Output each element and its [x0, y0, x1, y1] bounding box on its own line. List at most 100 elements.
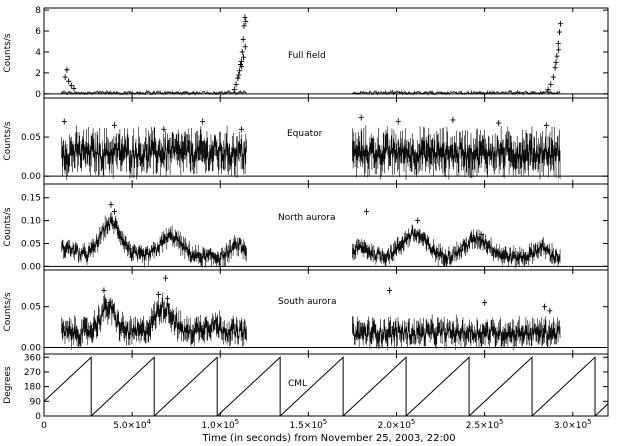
- y-tick-label: 270: [24, 368, 41, 378]
- y-tick-label: 0.00: [21, 262, 41, 272]
- data-point: [61, 118, 67, 125]
- data-point: [64, 66, 70, 73]
- data-point: [241, 22, 247, 29]
- panel-label: Full field: [288, 51, 326, 61]
- data-point: [478, 231, 484, 238]
- data-point: [238, 61, 244, 68]
- data-point: [233, 81, 239, 88]
- y-tick-label: 360: [24, 353, 41, 363]
- data-point: [548, 81, 554, 88]
- data-point: [66, 78, 72, 85]
- data-point: [239, 48, 245, 55]
- x-axis: 0 5.0×104 1.0×105 1.5×105 2.0×105 2.5×105 3.0×…: [41, 418, 592, 431]
- data-trace: [352, 125, 561, 181]
- x-tick-label: 3.0×105: [554, 418, 592, 431]
- data-point: [554, 53, 560, 60]
- data-point: [156, 291, 162, 298]
- data-trace: [61, 211, 247, 268]
- series-north-aurora: [44, 201, 608, 269]
- y-axis-title: Counts/s: [3, 292, 13, 331]
- data-point: [236, 71, 242, 78]
- panel-frame: [43, 353, 609, 417]
- panel-frame: [43, 7, 609, 99]
- y-axis-title: Counts/s: [3, 33, 13, 72]
- y-tick-label: 0: [35, 90, 41, 100]
- y-axis-title: Counts/s: [3, 207, 13, 246]
- data-point: [242, 14, 248, 21]
- y-tick-label: 0.05: [21, 133, 41, 143]
- data-trace: [352, 314, 561, 351]
- y-tick-label: 0.00: [21, 343, 41, 353]
- data-point: [415, 217, 421, 224]
- x-tick-label: 1.5×105: [289, 418, 327, 431]
- data-point: [62, 74, 68, 81]
- data-point: [482, 299, 488, 306]
- data-trace: [61, 125, 247, 180]
- data-point: [556, 46, 562, 53]
- data-point: [235, 75, 241, 82]
- data-point: [101, 287, 107, 294]
- data-point: [231, 86, 237, 93]
- x-tick-label: 5.0×104: [113, 418, 151, 431]
- x-tick-label: 1.0×105: [201, 418, 239, 431]
- panel-label: CML: [288, 379, 307, 389]
- data-point: [112, 122, 117, 129]
- y-tick-label: 90: [30, 397, 42, 407]
- data-point: [450, 116, 456, 123]
- y-tick-label: 0.15: [21, 194, 41, 204]
- panel-label: North aurora: [278, 213, 335, 223]
- data-point: [240, 36, 246, 43]
- data-point: [163, 275, 169, 282]
- data-trace: [352, 224, 561, 269]
- y-axis-title: Counts/s: [3, 121, 13, 160]
- panel-label: South aurora: [278, 297, 336, 307]
- x-axis-title: Time (in seconds) from November 25, 2003…: [201, 433, 455, 444]
- y-tick-label: 180: [24, 383, 41, 393]
- panel-south-aurora: 0.00 0.05 Counts/s South aurora: [3, 269, 609, 355]
- data-point: [364, 208, 370, 215]
- y-tick-label: 0.00: [21, 172, 41, 182]
- series-equator: [44, 114, 608, 181]
- data-trace: [61, 89, 247, 96]
- panel-label: Equator: [287, 129, 323, 139]
- data-point: [550, 74, 556, 81]
- cml-line: [44, 356, 608, 416]
- data-point: [542, 303, 548, 310]
- data-point: [557, 20, 563, 27]
- data-point: [112, 208, 117, 215]
- data-point: [200, 118, 206, 125]
- data-point: [242, 43, 248, 50]
- panel-cml: 0 90 180 270 360 Degrees CML: [3, 353, 609, 422]
- y-tick-label: 8: [35, 6, 41, 16]
- series-south-aurora: [44, 275, 608, 351]
- data-point: [108, 201, 114, 208]
- data-point: [543, 122, 549, 129]
- data-point: [557, 29, 563, 36]
- data-trace: [352, 89, 561, 96]
- data-trace: [61, 292, 247, 350]
- series-full-field: [44, 14, 608, 96]
- y-tick-label: 4: [35, 48, 41, 58]
- y-tick-label: 0.05: [21, 239, 41, 249]
- y-tick-label: 0.05: [21, 303, 41, 313]
- data-point: [164, 295, 170, 302]
- data-point: [386, 287, 392, 294]
- panel-north-aurora: 0.00 0.05 0.10 0.15 Counts/s North aurora: [3, 183, 609, 272]
- y-tick-label: 6: [35, 27, 41, 37]
- data-point: [358, 114, 364, 121]
- data-point: [496, 120, 502, 127]
- y-axis-title: Degrees: [3, 366, 13, 404]
- x-tick-label: 2.5×105: [466, 418, 504, 431]
- data-point: [545, 86, 551, 93]
- data-point: [71, 85, 77, 92]
- data-point: [547, 307, 553, 314]
- data-point: [552, 64, 558, 71]
- x-tick-label: 0: [41, 421, 47, 431]
- panels: 0 2 4 6 8 Counts/s Full field 0.00 0.05 Counts/s E…: [3, 6, 609, 422]
- data-point: [238, 58, 244, 65]
- data-point: [241, 54, 247, 61]
- data-point: [553, 59, 559, 66]
- data-point: [237, 67, 243, 74]
- data-point: [238, 126, 244, 133]
